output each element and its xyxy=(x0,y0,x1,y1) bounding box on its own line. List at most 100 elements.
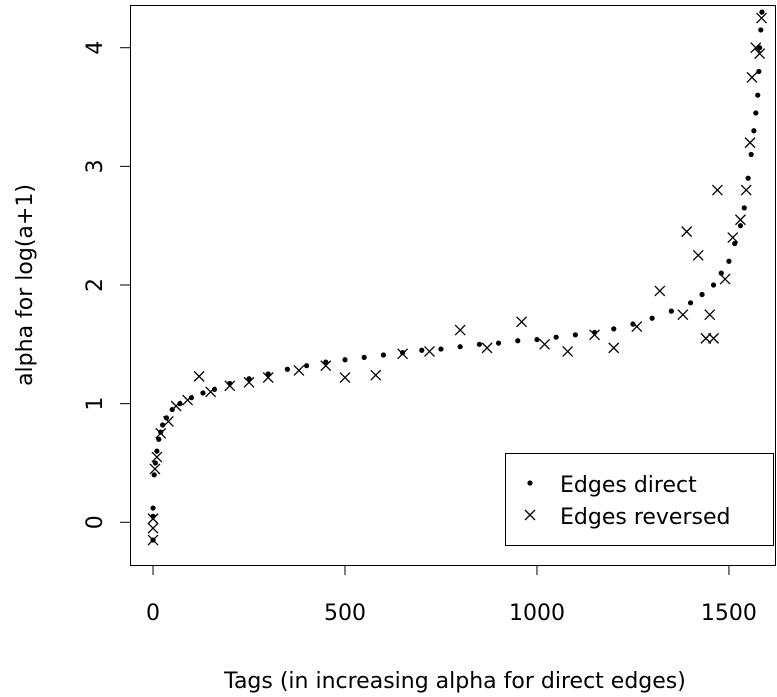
point xyxy=(481,342,493,354)
point xyxy=(726,258,732,264)
point xyxy=(419,347,425,353)
point xyxy=(495,340,502,346)
point xyxy=(150,505,156,511)
point xyxy=(649,315,655,321)
point xyxy=(152,460,158,466)
point xyxy=(158,429,164,435)
point xyxy=(755,92,761,98)
point xyxy=(740,184,752,196)
point xyxy=(200,390,206,396)
point xyxy=(370,369,382,381)
point xyxy=(756,68,762,75)
point xyxy=(397,348,409,360)
legend-label: Edges direct xyxy=(560,473,697,498)
point xyxy=(170,400,182,412)
point xyxy=(756,12,768,24)
point xyxy=(162,415,174,427)
point xyxy=(182,394,194,406)
point xyxy=(265,371,271,377)
point xyxy=(246,376,252,382)
point xyxy=(438,346,444,352)
point xyxy=(151,451,163,463)
point xyxy=(323,359,329,365)
point xyxy=(668,308,674,314)
point xyxy=(759,9,765,15)
point xyxy=(748,151,754,158)
point xyxy=(147,534,159,546)
point xyxy=(476,341,482,347)
point xyxy=(572,332,578,338)
point xyxy=(630,321,636,327)
point xyxy=(293,364,305,376)
point xyxy=(753,110,759,116)
point xyxy=(211,386,218,393)
point xyxy=(700,332,712,344)
point xyxy=(750,42,762,54)
point xyxy=(631,321,643,332)
x-tick-label: 1000 xyxy=(509,601,565,626)
point xyxy=(380,352,386,358)
point xyxy=(746,71,758,83)
point xyxy=(751,128,757,134)
point xyxy=(399,350,406,356)
point xyxy=(262,372,274,384)
point xyxy=(732,240,738,247)
x-tick-label: 500 xyxy=(324,601,366,626)
point xyxy=(205,386,217,398)
point xyxy=(284,366,291,372)
point xyxy=(745,175,751,181)
point xyxy=(754,48,766,60)
legend-marker xyxy=(524,509,536,521)
point xyxy=(699,291,705,298)
point xyxy=(710,282,717,288)
point xyxy=(744,137,756,149)
point xyxy=(681,226,693,238)
point xyxy=(224,380,236,392)
point xyxy=(424,345,435,357)
x-tick-label: 1500 xyxy=(701,601,757,626)
point xyxy=(149,463,161,475)
point xyxy=(516,316,528,328)
point xyxy=(758,27,764,33)
y-tick-label: 0 xyxy=(83,515,108,529)
x-axis-title: Tags (in increasing alpha for direct edg… xyxy=(223,669,686,694)
legend-box xyxy=(505,453,774,546)
point xyxy=(654,285,666,297)
y-tick-label: 4 xyxy=(83,41,108,55)
point xyxy=(692,249,704,261)
y-tick-label: 2 xyxy=(83,278,108,292)
point xyxy=(155,427,167,439)
point xyxy=(719,273,731,285)
point xyxy=(734,214,746,226)
point xyxy=(154,448,160,454)
point xyxy=(608,342,620,354)
point xyxy=(188,395,195,401)
point xyxy=(361,354,367,360)
point xyxy=(304,363,310,369)
point xyxy=(151,472,157,478)
point xyxy=(687,300,694,306)
y-tick-label: 1 xyxy=(83,397,108,411)
point xyxy=(454,324,466,336)
point xyxy=(156,436,162,442)
legend-marker xyxy=(527,480,533,486)
point xyxy=(457,344,463,350)
point xyxy=(515,338,521,344)
point xyxy=(757,45,763,51)
point xyxy=(320,360,332,372)
point xyxy=(741,205,747,211)
x-tick-label: 0 xyxy=(146,601,160,626)
point xyxy=(708,332,720,344)
point xyxy=(711,184,723,196)
point xyxy=(147,513,159,525)
point xyxy=(243,376,255,388)
legend-label: Edges reversed xyxy=(560,505,730,530)
point xyxy=(342,357,348,363)
plot-frame xyxy=(130,5,776,566)
point xyxy=(562,345,574,357)
y-tick-label: 3 xyxy=(83,159,108,173)
point xyxy=(611,326,617,332)
point xyxy=(727,232,739,244)
y-axis-title: alpha for log(a+1) xyxy=(13,184,38,386)
